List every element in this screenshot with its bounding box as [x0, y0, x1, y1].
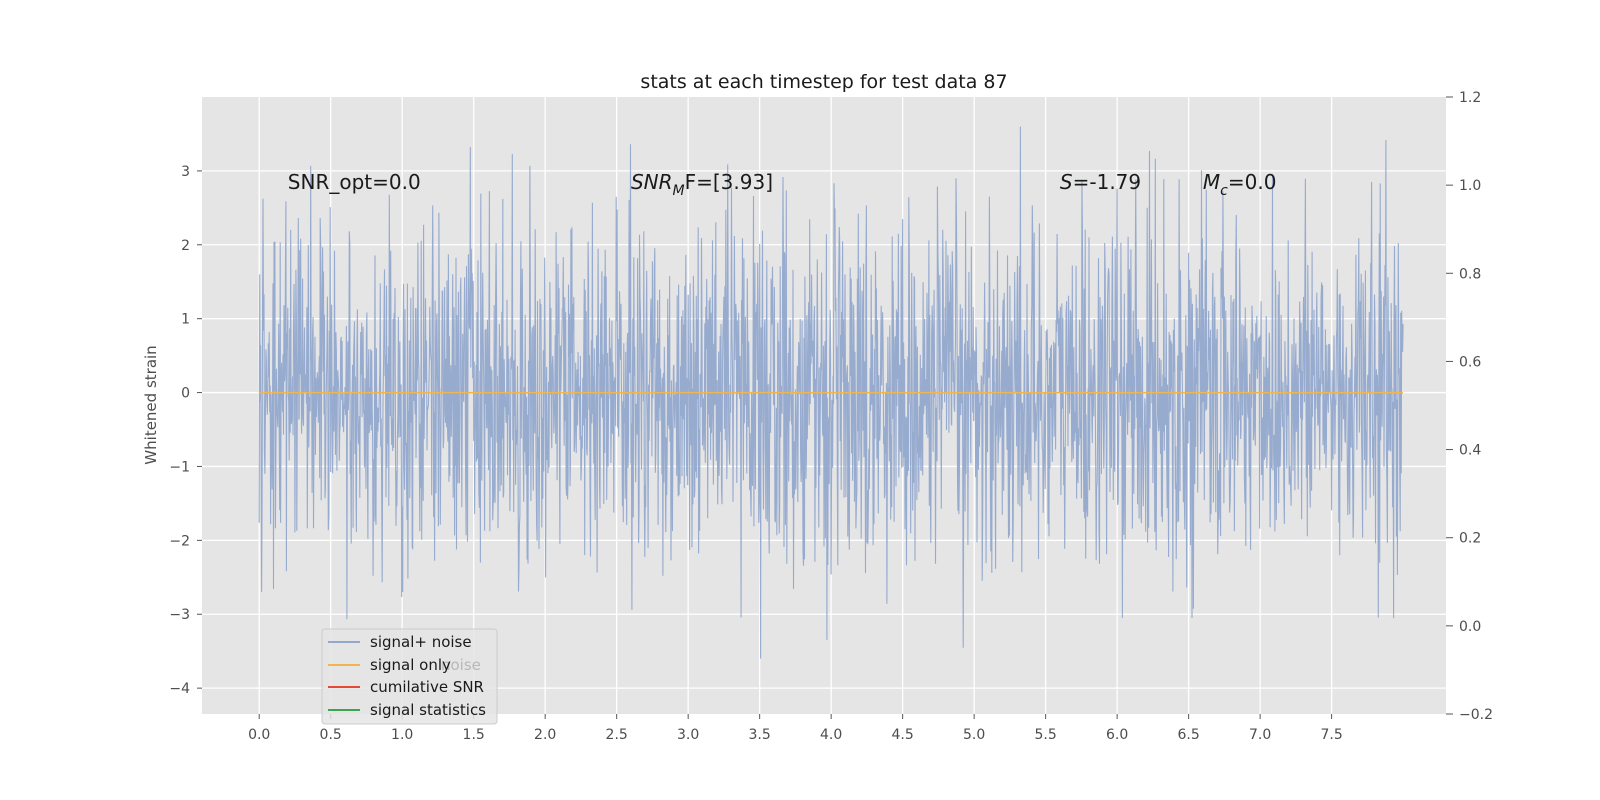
annotation-mc-main: M [1203, 170, 1220, 194]
y-tick-label-5: −2 [169, 533, 190, 549]
y-tick-label-7: −4 [169, 681, 190, 697]
y-tick-label-3: 0 [181, 386, 190, 402]
x-tick-label-8: 4.0 [820, 727, 842, 743]
annotation-mc-tail: =0.0 [1228, 170, 1277, 194]
x-tick-label-4: 2.0 [534, 727, 556, 743]
legend: noise signal+ noise signal only cumilati… [321, 628, 498, 725]
y2-tick-label-6: 0.0 [1459, 619, 1481, 635]
annotation-snr-opt: SNR_opt=0.0 [288, 170, 421, 194]
chart-title: stats at each timestep for test data 87 [640, 71, 1007, 93]
y2-tick-label-2: 0.8 [1459, 266, 1481, 282]
annotation-s: S=-1.79 [1060, 170, 1141, 194]
legend-label-signal-noise: signal+ noise [370, 633, 472, 651]
x-tick-label-1: 0.5 [320, 727, 342, 743]
x-tick-label-15: 7.5 [1320, 727, 1342, 743]
y2-axis-ticks: 1.2 1.0 0.8 0.6 0.4 0.2 0.0 −0.2 [1446, 90, 1493, 723]
annotation-snr-mf-tail: F=[3.93] [685, 170, 773, 194]
y-tick-label-1: 2 [181, 238, 190, 254]
x-tick-label-0: 0.0 [248, 727, 270, 743]
x-tick-label-3: 1.5 [463, 727, 485, 743]
y2-tick-label-5: 0.2 [1459, 531, 1481, 547]
annotation-mc: Mc=0.0 [1203, 170, 1277, 199]
x-tick-label-12: 6.0 [1106, 727, 1128, 743]
annotation-snr-opt-text: SNR_opt=0.0 [288, 170, 421, 194]
legend-label-signal-only: signal only [370, 656, 451, 674]
y-axis-ticks: 3 2 1 0 −1 −2 −3 −4 [169, 164, 202, 697]
y2-tick-label-7: −0.2 [1459, 707, 1493, 723]
x-tick-label-9: 4.5 [892, 727, 914, 743]
y2-tick-label-1: 1.0 [1459, 178, 1481, 194]
y-axis-label: Whitened strain [142, 345, 160, 464]
legend-box [321, 628, 498, 725]
x-tick-label-14: 7.0 [1249, 727, 1271, 743]
x-tick-label-2: 1.0 [391, 727, 413, 743]
x-tick-label-10: 5.0 [963, 727, 985, 743]
y2-tick-label-4: 0.4 [1459, 443, 1481, 459]
y-tick-label-0: 3 [181, 164, 190, 180]
annotation-mc-sub: c [1220, 183, 1228, 199]
annotation-s-tail: =-1.79 [1073, 170, 1142, 194]
y-tick-label-4: −1 [169, 459, 190, 475]
x-tick-label-13: 6.5 [1177, 727, 1199, 743]
x-tick-label-7: 3.5 [749, 727, 771, 743]
annotation-snr-mf: SNRMF=[3.93] [631, 170, 773, 199]
y-tick-label-2: 1 [181, 312, 190, 328]
series-signal-plus-noise-line [258, 126, 1404, 659]
annotation-s-main: S [1060, 170, 1073, 194]
series-signal-plus-noise [258, 126, 1404, 659]
legend-ghost-text: noise [441, 656, 481, 674]
annotation-snr-mf-sub: M [673, 183, 685, 199]
y-tick-label-6: −3 [169, 607, 190, 623]
y2-tick-label-3: 0.6 [1459, 354, 1481, 370]
y2-tick-label-0: 1.2 [1459, 90, 1481, 106]
x-tick-label-11: 5.5 [1034, 727, 1056, 743]
x-axis-ticks: 0.0 0.5 1.0 1.5 2.0 2.5 3.0 3.5 4.0 4.5 5.0 5.5 6.0 6… [248, 714, 1343, 743]
annotation-snr-mf-main: SNR [631, 170, 673, 194]
x-tick-label-5: 2.5 [606, 727, 628, 743]
legend-label-signal-statistics: signal statistics [370, 701, 486, 719]
x-tick-label-6: 3.0 [677, 727, 699, 743]
legend-label-cumulative-snr: cumilative SNR [370, 678, 484, 696]
